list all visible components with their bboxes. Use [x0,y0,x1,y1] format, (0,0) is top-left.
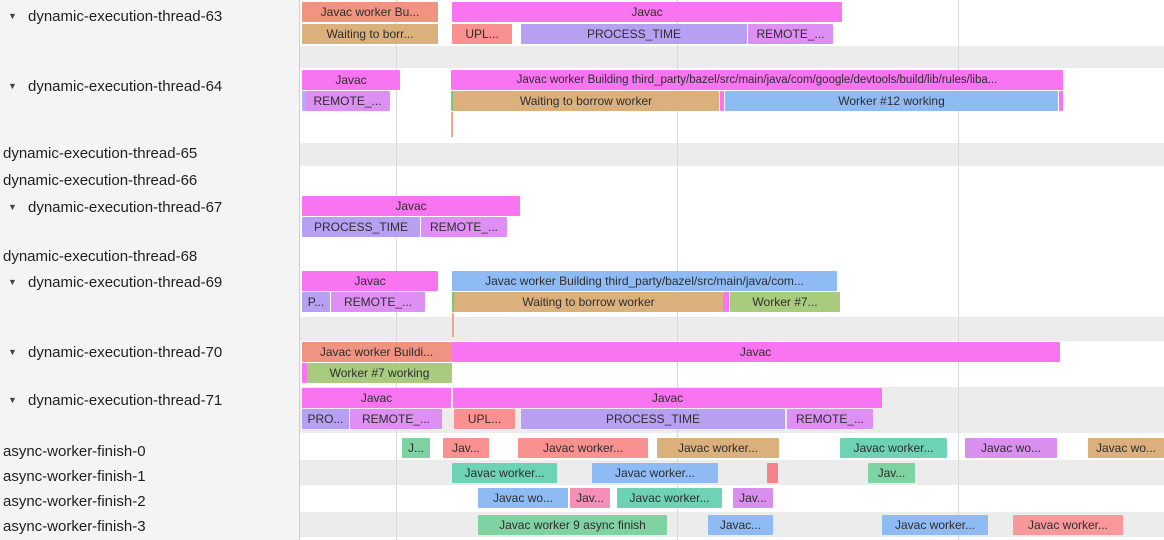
trace-slice-thread-71[interactable]: UPL... [454,409,515,429]
row-band [300,460,1164,485]
trace-slice-async-worker-finish-0[interactable]: Javac worker... [657,438,779,458]
trace-slice-async-worker-finish-0[interactable]: Javac worker... [840,438,947,458]
trace-slice-thread-69[interactable]: Javac worker Building third_party/bazel/… [452,271,837,291]
sidebar-item-async-worker-finish-0: async-worker-finish-0 [0,441,299,461]
track-name-label: dynamic-execution-thread-69 [28,273,223,291]
trace-slice-thread-63[interactable]: Javac [452,2,842,22]
trace-slice-thread-63[interactable]: Waiting to borr... [302,24,438,44]
time-gridline [958,0,959,540]
trace-slice-thread-70[interactable]: Javac [451,342,1060,362]
trace-slice-thread-70[interactable]: Worker #7 working [307,363,452,383]
row-band [300,46,1164,68]
expand-collapse-arrow-icon[interactable]: ▼ [8,81,17,91]
track-name-label: dynamic-execution-thread-68 [3,247,198,265]
trace-slice-thread-64[interactable] [1059,91,1063,111]
trace-slice-thread-64[interactable]: Waiting to borrow worker [453,91,719,111]
trace-slice-thread-64[interactable]: Worker #12 working [725,91,1058,111]
trace-slice-async-worker-finish-2[interactable]: Javac wo... [478,488,568,508]
trace-slice-thread-64[interactable]: Javac worker Building third_party/bazel/… [451,70,1063,90]
track-name-label: async-worker-finish-2 [3,492,146,510]
trace-slice-thread-69[interactable] [723,292,729,312]
trace-slice-thread-64[interactable]: Javac [302,70,400,90]
track-name-label: async-worker-finish-1 [3,467,146,485]
expand-collapse-arrow-icon[interactable]: ▼ [8,202,17,212]
trace-slice-thread-71[interactable]: Javac [453,388,882,408]
trace-slice-async-worker-finish-1[interactable] [767,463,778,483]
trace-slice-thread-63[interactable]: REMOTE_... [748,24,833,44]
trace-slice-thread-67[interactable]: Javac [302,196,520,216]
trace-slice-thread-71[interactable]: REMOTE_... [787,409,873,429]
trace-slice-async-worker-finish-0[interactable]: Javac worker... [518,438,648,458]
trace-slice-thread-64[interactable] [302,91,306,111]
track-name-sidebar: ▼ dynamic-execution-thread-63 ▼ dynamic-exe… [0,0,300,540]
trace-slice-thread-70[interactable]: Javac worker Buildi... [302,342,451,362]
trace-slice-thread-64[interactable] [720,91,724,111]
track-name-label: dynamic-execution-thread-67 [28,198,223,216]
trace-slice-async-worker-finish-3[interactable]: Javac worker 9 async finish [478,515,667,535]
trace-slice-thread-70[interactable] [302,363,307,383]
row-band [300,143,1164,166]
track-name-label: dynamic-execution-thread-64 [28,77,223,95]
expand-collapse-arrow-icon[interactable]: ▼ [8,395,17,405]
sidebar-item-thread-63[interactable]: ▼ dynamic-execution-thread-63 [0,6,299,26]
track-name-label: dynamic-execution-thread-71 [28,391,223,409]
sidebar-item-thread-71[interactable]: ▼ dynamic-execution-thread-71 [0,390,299,410]
trace-slice-thread-63[interactable]: PROCESS_TIME [521,24,747,44]
trace-slice-thread-69[interactable]: P... [302,292,330,312]
track-name-label: dynamic-execution-thread-66 [3,171,198,189]
trace-slice-async-worker-finish-3[interactable]: Javac... [708,515,773,535]
expand-collapse-arrow-icon[interactable]: ▼ [8,277,17,287]
trace-slice-async-worker-finish-2[interactable]: Javac worker... [617,488,722,508]
trace-slice-async-worker-finish-1[interactable]: Javac worker... [592,463,718,483]
trace-slice-async-worker-finish-0[interactable]: J... [402,438,430,458]
sidebar-item-thread-69[interactable]: ▼ dynamic-execution-thread-69 [0,272,299,292]
trace-slice-async-worker-finish-0[interactable]: Javac wo... [1088,438,1164,458]
trace-slice-thread-71[interactable]: PROCESS_TIME [521,409,785,429]
expand-collapse-arrow-icon[interactable]: ▼ [8,11,17,21]
flow-event-tick [451,112,453,137]
sidebar-item-async-worker-finish-2: async-worker-finish-2 [0,491,299,511]
sidebar-item-thread-70[interactable]: ▼ dynamic-execution-thread-70 [0,342,299,362]
flow-event-tick [452,313,454,337]
trace-slice-async-worker-finish-1[interactable]: Jav... [868,463,915,483]
track-name-label: async-worker-finish-0 [3,442,146,460]
time-gridline [396,0,397,540]
trace-slice-async-worker-finish-0[interactable]: Jav... [443,438,489,458]
time-gridline [677,0,678,540]
sidebar-item-thread-64[interactable]: ▼ dynamic-execution-thread-64 [0,76,299,96]
trace-slice-async-worker-finish-1[interactable]: Javac worker... [452,463,557,483]
sidebar-item-async-worker-finish-1: async-worker-finish-1 [0,466,299,486]
sidebar-item-thread-68: dynamic-execution-thread-68 [0,246,299,266]
trace-slice-thread-67[interactable]: REMOTE_... [421,217,507,237]
trace-slice-thread-71[interactable]: REMOTE_... [350,409,442,429]
trace-slice-async-worker-finish-2[interactable]: Jav... [570,488,610,508]
trace-slice-thread-67[interactable]: PROCESS_TIME [302,217,420,237]
trace-slice-thread-64[interactable]: REMOTE_... [305,91,390,111]
trace-slice-async-worker-finish-3[interactable]: Javac worker... [882,515,988,535]
track-name-label: dynamic-execution-thread-70 [28,343,223,361]
track-name-label: async-worker-finish-3 [3,517,146,535]
sidebar-item-thread-67[interactable]: ▼ dynamic-execution-thread-67 [0,197,299,217]
track-name-label: dynamic-execution-thread-65 [3,144,198,162]
sidebar-item-thread-66: dynamic-execution-thread-66 [0,170,299,190]
trace-slice-async-worker-finish-0[interactable]: Javac wo... [965,438,1057,458]
trace-slice-thread-69[interactable]: REMOTE_... [331,292,425,312]
trace-slice-thread-69[interactable]: Worker #7... [730,292,840,312]
trace-slice-thread-69[interactable]: Waiting to borrow worker [454,292,723,312]
sidebar-item-thread-65: dynamic-execution-thread-65 [0,143,299,163]
trace-slice-thread-69[interactable]: Javac [302,271,438,291]
sidebar-item-async-worker-finish-3: async-worker-finish-3 [0,516,299,536]
expand-collapse-arrow-icon[interactable]: ▼ [8,347,17,357]
trace-slice-thread-63[interactable]: UPL... [452,24,512,44]
track-name-label: dynamic-execution-thread-63 [28,7,223,25]
trace-slice-async-worker-finish-2[interactable]: Jav... [733,488,773,508]
trace-slice-thread-71[interactable]: PRO... [302,409,349,429]
trace-slice-thread-71[interactable]: Javac [302,388,451,408]
trace-slice-async-worker-finish-3[interactable]: Javac worker... [1013,515,1123,535]
trace-slice-thread-63[interactable]: Javac worker Bu... [302,2,438,22]
row-band [300,317,1164,341]
